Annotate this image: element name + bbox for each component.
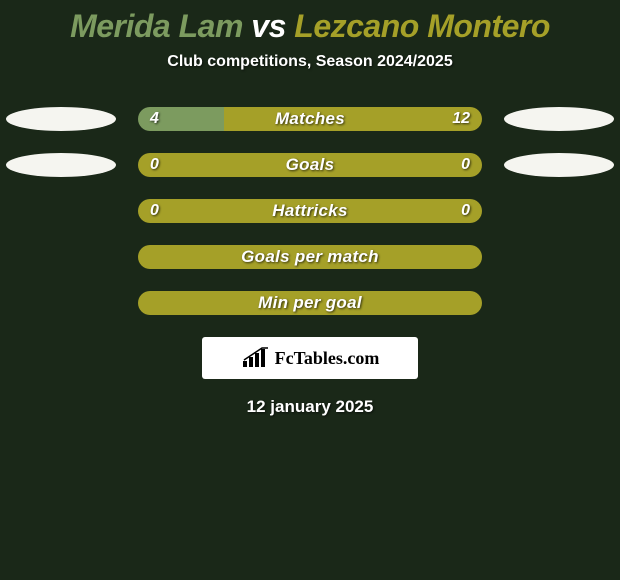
avatar-left <box>6 153 116 177</box>
branding-text: FcTables.com <box>275 348 380 369</box>
stat-value-right: 0 <box>461 156 470 174</box>
stat-value-left: 0 <box>150 156 159 174</box>
avatar-right <box>504 107 614 131</box>
stat-row: 0 Hattricks 0 <box>0 199 620 223</box>
bar-fill-right <box>224 107 482 131</box>
stat-label: Goals per match <box>241 247 379 267</box>
stat-label: Hattricks <box>272 201 347 221</box>
title-player1: Merida Lam <box>70 8 243 44</box>
stat-row: 0 Goals 0 <box>0 153 620 177</box>
stat-row: 4 Matches 12 <box>0 107 620 131</box>
branding-icon <box>241 347 271 369</box>
page-title: Merida Lam vs Lezcano Montero <box>70 8 550 45</box>
stat-value-right: 0 <box>461 202 470 220</box>
stat-bar: 0 Hattricks 0 <box>138 199 482 223</box>
avatar-left <box>6 107 116 131</box>
stat-bar: Goals per match <box>138 245 482 269</box>
title-player2: Lezcano Montero <box>294 8 550 44</box>
comparison-card: Merida Lam vs Lezcano Montero Club compe… <box>0 0 620 417</box>
avatar-right <box>504 153 614 177</box>
stat-value-left: 0 <box>150 202 159 220</box>
stat-bar: 4 Matches 12 <box>138 107 482 131</box>
stat-rows: 4 Matches 12 0 Goals 0 0 Hattricks 0 Goals per ma… <box>0 107 620 315</box>
stat-label: Min per goal <box>258 293 362 313</box>
stat-row: Goals per match <box>0 245 620 269</box>
stat-bar: 0 Goals 0 <box>138 153 482 177</box>
subtitle: Club competitions, Season 2024/2025 <box>167 53 452 71</box>
stat-label: Goals <box>286 155 335 175</box>
stat-value-left: 4 <box>150 110 159 128</box>
stat-value-right: 12 <box>452 110 470 128</box>
title-vs: vs <box>251 8 286 44</box>
branding-badge: FcTables.com <box>202 337 418 379</box>
date-text: 12 january 2025 <box>247 397 374 417</box>
stat-label: Matches <box>275 109 345 129</box>
stat-bar: Min per goal <box>138 291 482 315</box>
stat-row: Min per goal <box>0 291 620 315</box>
